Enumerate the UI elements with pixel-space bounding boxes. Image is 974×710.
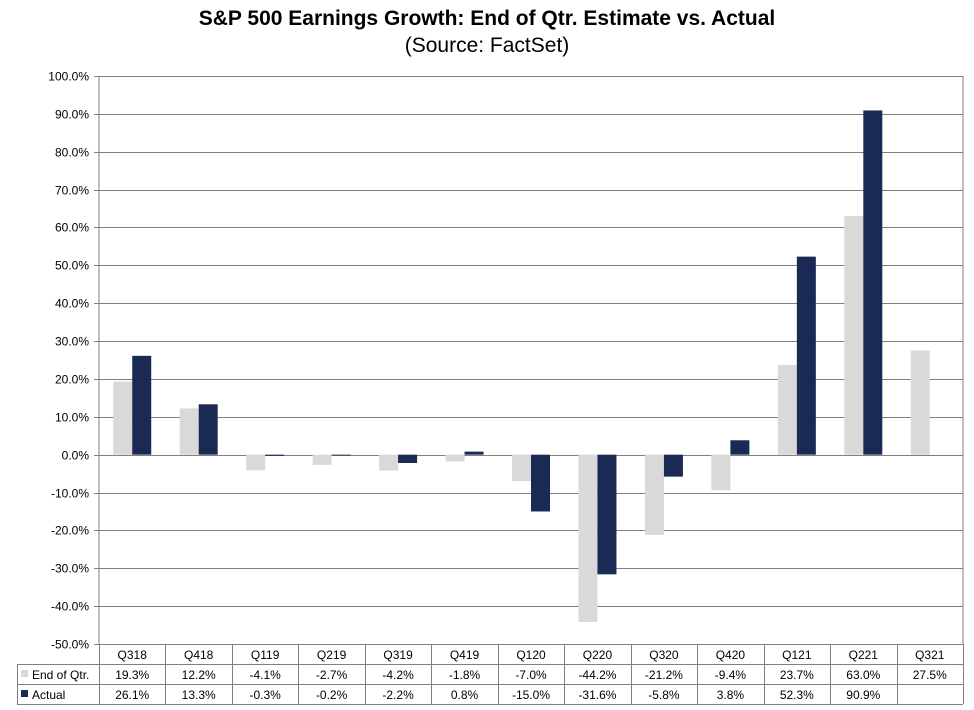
data-label: 90.9% (846, 688, 880, 702)
data-label: 13.3% (182, 688, 216, 702)
bar-actual (863, 110, 883, 455)
bar-end-of-qtr (246, 454, 266, 471)
category-label: Q219 (317, 648, 347, 662)
bar-end-of-qtr (445, 454, 465, 462)
data-label: 27.5% (913, 668, 947, 682)
y-tick-label: 70.0% (55, 184, 89, 198)
category-label: Q321 (915, 648, 945, 662)
bar-actual (331, 454, 351, 456)
data-label: -5.8% (648, 688, 680, 702)
data-label: -0.3% (249, 688, 281, 702)
data-label: -4.2% (382, 668, 414, 682)
category-label: Q220 (583, 648, 613, 662)
bar-actual (531, 454, 550, 512)
data-label: -0.2% (316, 688, 348, 702)
data-label: -15.0% (512, 688, 550, 702)
category-label: Q318 (118, 648, 148, 662)
bar-end-of-qtr (711, 454, 731, 491)
chart-subtitle: (Source: FactSet) (404, 34, 570, 57)
chart-title: S&P 500 Earnings Growth: End of Qtr. Est… (198, 7, 776, 30)
y-tick-label: -10.0% (51, 487, 89, 501)
category-label: Q320 (649, 648, 679, 662)
bar-end-of-qtr (179, 408, 199, 455)
data-label: -21.2% (645, 668, 683, 682)
bar-actual (796, 256, 816, 455)
category-label: Q418 (184, 648, 214, 662)
data-label: -7.0% (515, 668, 547, 682)
data-label: -2.7% (316, 668, 348, 682)
y-tick-label: 0.0% (62, 449, 90, 463)
legend-label: Actual (32, 688, 65, 702)
y-tick-label: -50.0% (51, 638, 89, 652)
y-tick-label: 100.0% (48, 70, 89, 84)
category-label: Q119 (251, 648, 280, 662)
data-label: 12.2% (182, 668, 216, 682)
bar-actual (464, 451, 484, 455)
category-label: Q121 (782, 648, 812, 662)
data-label: -4.1% (249, 668, 281, 682)
category-label: Q419 (450, 648, 480, 662)
bar-actual (663, 454, 683, 477)
data-table: Q318 Q418 Q119 Q219 Q319 Q419 Q120 Q220 Q320 Q420… (17, 644, 964, 705)
bar-end-of-qtr (512, 454, 531, 482)
bar-end-of-qtr (312, 454, 332, 465)
data-label: -2.2% (382, 688, 414, 702)
y-tick-label: 60.0% (55, 221, 89, 235)
data-label: -44.2% (578, 668, 616, 682)
category-label: Q120 (516, 648, 546, 662)
category-label: Q221 (849, 648, 879, 662)
data-label: 3.8% (717, 688, 745, 702)
bar-end-of-qtr (910, 350, 930, 455)
y-axis: -50.0% -40.0% -30.0% -20.0% -10.0% 0.0% 10.0% 2… (48, 70, 964, 652)
legend-key-actual (21, 690, 28, 697)
legend-label: End of Qtr. (32, 668, 89, 682)
bar-actual (730, 440, 750, 455)
data-label: 0.8% (451, 688, 479, 702)
data-label: 26.1% (115, 688, 149, 702)
y-tick-label: 50.0% (55, 259, 89, 273)
y-tick-label: -40.0% (51, 600, 89, 614)
bar-actual (597, 454, 617, 575)
bar-actual (265, 454, 285, 456)
bar-actual (198, 404, 218, 455)
data-label: 23.7% (780, 668, 814, 682)
data-label: -1.8% (449, 668, 481, 682)
bars (113, 110, 930, 623)
bar-end-of-qtr (113, 381, 133, 455)
data-label: -31.6% (578, 688, 616, 702)
bar-end-of-qtr (578, 454, 598, 623)
bar-end-of-qtr (844, 216, 864, 455)
category-label: Q319 (383, 648, 413, 662)
bar-actual (398, 454, 418, 463)
data-label: 19.3% (115, 668, 149, 682)
bar-end-of-qtr (379, 454, 399, 471)
y-tick-label: 20.0% (55, 373, 89, 387)
y-tick-label: 30.0% (55, 335, 89, 349)
y-tick-label: 40.0% (55, 297, 89, 311)
gridlines (99, 76, 963, 645)
data-label: 52.3% (780, 688, 814, 702)
bar-end-of-qtr (644, 454, 664, 535)
y-tick-label: 90.0% (55, 108, 89, 122)
y-tick-label: 10.0% (55, 411, 89, 425)
y-tick-label: 80.0% (55, 146, 89, 160)
bar-actual (132, 355, 152, 455)
legend-key-end-of-qtr (21, 670, 28, 677)
y-tick-label: -30.0% (51, 562, 89, 576)
category-label: Q420 (716, 648, 746, 662)
data-label: 63.0% (846, 668, 880, 682)
bar-end-of-qtr (777, 364, 797, 455)
data-label: -9.4% (715, 668, 747, 682)
y-tick-label: -20.0% (51, 524, 89, 538)
